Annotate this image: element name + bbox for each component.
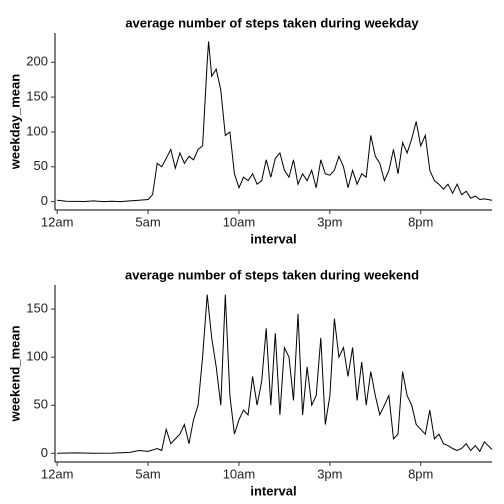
x-tick-label: 10am [223,214,256,229]
x-tick-label: 3pm [317,214,342,229]
chart-title: average number of steps taken during wee… [125,267,419,282]
x-tick-label: 5am [135,466,160,481]
y-tick-label: 50 [34,397,48,412]
y-axis-title: weekend_mean [7,325,22,422]
x-tick-label: 8pm [408,214,433,229]
x-tick-label: 8pm [408,466,433,481]
x-tick-label: 12am [41,214,74,229]
y-tick-label: 200 [26,54,48,69]
chart-title: average number of steps taken during wee… [125,15,419,30]
y-tick-label: 0 [41,193,48,208]
x-axis-title: interval [250,231,296,246]
y-tick-label: 100 [26,349,48,364]
x-tick-label: 10am [223,466,256,481]
x-tick-label: 3pm [317,466,342,481]
y-tick-label: 0 [41,445,48,460]
y-tick-label: 50 [34,158,48,173]
x-axis-title: interval [250,483,296,498]
y-axis-title: weekday_mean [7,74,22,170]
data-line [57,294,493,454]
data-line [57,41,493,203]
y-tick-label: 150 [26,300,48,315]
y-tick-label: 150 [26,89,48,104]
y-tick-label: 100 [26,123,48,138]
x-tick-label: 12am [41,466,74,481]
x-tick-label: 5am [135,214,160,229]
